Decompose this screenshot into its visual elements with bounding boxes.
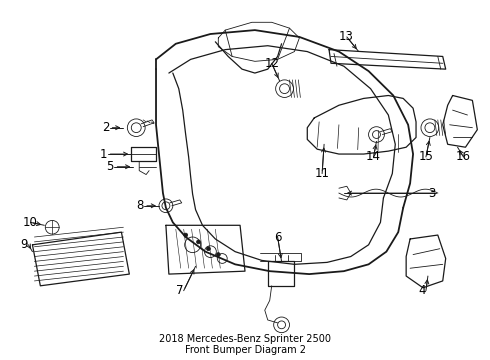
Text: 10: 10 bbox=[23, 216, 37, 229]
Text: 9: 9 bbox=[21, 238, 28, 251]
Text: 12: 12 bbox=[264, 57, 279, 70]
Circle shape bbox=[196, 240, 200, 244]
Text: 4: 4 bbox=[418, 284, 425, 297]
Text: 7: 7 bbox=[176, 284, 183, 297]
Circle shape bbox=[216, 253, 220, 257]
Text: 11: 11 bbox=[314, 167, 329, 180]
Text: 8: 8 bbox=[136, 199, 144, 212]
Circle shape bbox=[184, 233, 188, 237]
Text: 14: 14 bbox=[366, 150, 381, 163]
Text: 13: 13 bbox=[339, 31, 354, 44]
Text: 5: 5 bbox=[107, 160, 114, 173]
Text: 2018 Mercedes-Benz Sprinter 2500
Front Bumper Diagram 2: 2018 Mercedes-Benz Sprinter 2500 Front B… bbox=[159, 334, 331, 355]
Text: 1: 1 bbox=[99, 148, 107, 161]
Text: 6: 6 bbox=[274, 230, 281, 243]
Text: 15: 15 bbox=[418, 150, 433, 163]
Circle shape bbox=[206, 247, 210, 251]
Text: 2: 2 bbox=[101, 121, 109, 134]
Text: 3: 3 bbox=[428, 186, 435, 199]
Text: 16: 16 bbox=[456, 150, 470, 163]
